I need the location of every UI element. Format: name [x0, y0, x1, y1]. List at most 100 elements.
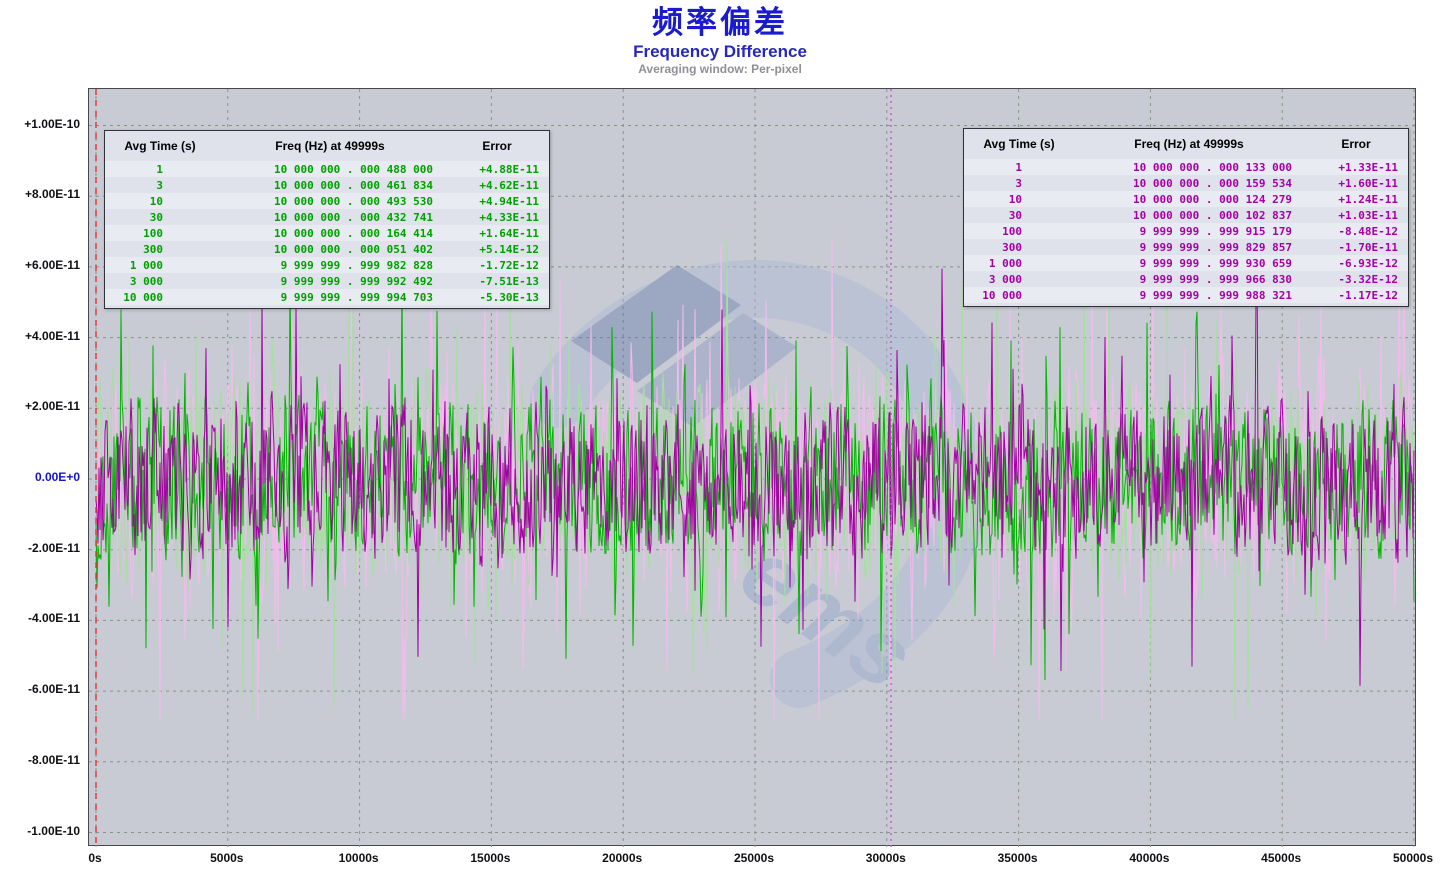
y-tick-label: -4.00E-11 — [27, 611, 80, 626]
y-tick-label: -8.00E-11 — [27, 752, 80, 767]
x-tick-label: 25000s — [733, 851, 775, 865]
legend-row: 1 000 9 999 999 . 999 930 659 -6.93E-12 — [964, 255, 1408, 271]
y-tick-label: +4.00E-11 — [24, 328, 80, 343]
legend-cell: +4.62E-11 — [479, 178, 539, 192]
x-tick-label: 45000s — [1261, 851, 1302, 865]
legend-cell: 10 000 — [123, 290, 163, 304]
legend-cell: +4.33E-11 — [479, 210, 539, 224]
legend-cell: 3 000 — [988, 272, 1022, 286]
legend-row: 1 10 000 000 . 000 133 000 +1.33E-11 — [964, 159, 1408, 175]
legend-row: 10 10 000 000 . 000 493 530 +4.94E-11 — [105, 193, 549, 209]
legend-cell: +4.88E-11 — [479, 162, 539, 176]
legend-cell: 10 — [149, 194, 163, 208]
legend-row: 300 10 000 000 . 000 051 402 +5.14E-12 — [105, 241, 549, 257]
y-tick-label: +6.00E-11 — [24, 257, 80, 272]
legend-rows: 1 10 000 000 . 000 133 000 +1.33E-11 3 10 00… — [964, 159, 1408, 306]
legend-header-cell: Error — [1341, 137, 1371, 151]
legend-cell: 10 000 000 . 000 102 837 — [1133, 208, 1292, 222]
legend-cell: -8.48E-12 — [1338, 224, 1398, 238]
legend-cell: 10 000 000 . 000 432 741 — [274, 210, 433, 224]
legend-cell: 1 000 — [988, 256, 1022, 270]
legend-cell: 30 — [1008, 208, 1022, 222]
legend-cell: 300 — [143, 242, 163, 256]
legend-cell: 10 000 000 . 000 133 000 — [1133, 160, 1292, 174]
legend-cell: -1.70E-11 — [1338, 240, 1398, 254]
legend-header-row: Avg Time (s) Freq (Hz) at 49999s Error — [964, 129, 1408, 159]
legend-row: 1 000 9 999 999 . 999 982 828 -1.72E-12 — [105, 257, 549, 273]
legend-cell: 100 — [1002, 224, 1022, 238]
legend-cell: 10 000 000 . 000 124 279 — [1133, 192, 1292, 206]
legend-row: 10 000 9 999 999 . 999 988 321 -1.17E-12 — [964, 287, 1408, 303]
legend-cell: -6.93E-12 — [1338, 256, 1398, 270]
plot-area[interactable]: ems Avg Time (s) Freq (Hz) at 49999s Error… — [88, 88, 1417, 847]
legend-cell: 9 999 999 . 999 994 703 — [280, 290, 433, 304]
trace-channel-2-minmax-envelope — [95, 238, 1415, 720]
y-tick-label: -2.00E-11 — [27, 540, 80, 555]
legend-header-cell: Freq (Hz) at 49999s — [275, 139, 385, 153]
legend-cell: 9 999 999 . 999 988 321 — [1139, 288, 1292, 302]
y-tick-label: -6.00E-11 — [27, 682, 80, 697]
legend-cell: 10 000 000 . 000 159 534 — [1133, 176, 1292, 190]
legend-cell: 3 — [1015, 176, 1022, 190]
legend-header-cell: Freq (Hz) at 49999s — [1134, 137, 1244, 151]
legend-cell: +1.03E-11 — [1338, 208, 1398, 222]
chart-title-english: Frequency Difference — [633, 42, 807, 61]
legend-header-cell: Avg Time (s) — [983, 137, 1055, 151]
legend-cell: 10 000 000 . 000 461 834 — [274, 178, 433, 192]
legend-row: 100 9 999 999 . 999 915 179 -8.48E-12 — [964, 223, 1408, 239]
legend-cell: 9 999 999 . 999 982 828 — [280, 258, 433, 272]
plot-canvas[interactable]: ems — [89, 89, 1417, 847]
x-tick-label: 30000s — [865, 851, 906, 865]
legend-cell: 1 — [1015, 160, 1022, 174]
averaging-window-note: Averaging window: Per-pixel — [638, 62, 802, 76]
chart-title-chinese: 频率偏差 — [652, 5, 788, 40]
legend-cell: +4.94E-11 — [479, 194, 539, 208]
legend-cell: 9 999 999 . 999 966 830 — [1139, 272, 1292, 286]
legend-cell: 3 000 — [129, 274, 163, 288]
legend-table-magenta: Avg Time (s) Freq (Hz) at 49999s Error 1 10 … — [963, 128, 1409, 307]
legend-rows: 1 10 000 000 . 000 488 000 +4.88E-11 3 10 00… — [105, 161, 549, 308]
traces — [95, 238, 1415, 720]
legend-cell: -3.32E-12 — [1338, 272, 1398, 286]
legend-cell: 10 000 000 . 000 488 000 — [274, 162, 433, 176]
legend-cell: 3 — [156, 178, 163, 192]
legend-cell: 1 — [156, 162, 163, 176]
trace-channel-2-frequency-difference — [95, 248, 1415, 686]
chart-header: 频率偏差 Frequency Difference Averaging wind… — [0, 5, 1440, 77]
legend-cell: 1 000 — [129, 258, 163, 272]
legend-cell: 9 999 999 . 999 992 492 — [280, 274, 433, 288]
legend-row: 10 000 9 999 999 . 999 994 703 -5.30E-13 — [105, 289, 549, 305]
legend-cell: 10 000 000 . 000 164 414 — [274, 226, 433, 240]
x-tick-label: 10000s — [338, 851, 379, 865]
legend-header-row: Avg Time (s) Freq (Hz) at 49999s Error — [105, 131, 549, 161]
legend-cell: -5.30E-13 — [479, 290, 539, 304]
legend-row: 300 9 999 999 . 999 829 857 -1.70E-11 — [964, 239, 1408, 255]
legend-cell: +1.64E-11 — [479, 226, 539, 240]
x-tick-label: 5000s — [210, 851, 244, 865]
legend-header-cell: Avg Time (s) — [124, 139, 196, 153]
y-tick-label: +2.00E-11 — [24, 399, 80, 414]
legend-header-cell: Error — [482, 139, 512, 153]
legend-row: 3 10 000 000 . 000 461 834 +4.62E-11 — [105, 177, 549, 193]
x-tick-label: 15000s — [470, 851, 511, 865]
legend-cell: +1.24E-11 — [1338, 192, 1398, 206]
legend-cell: 10 000 000 . 000 493 530 — [274, 194, 433, 208]
legend-row: 3 10 000 000 . 000 159 534 +1.60E-11 — [964, 175, 1408, 191]
y-tick-label: -1.00E-10 — [27, 823, 80, 838]
legend-row: 1 10 000 000 . 000 488 000 +4.88E-11 — [105, 161, 549, 177]
legend-cell: 300 — [1002, 240, 1022, 254]
legend-row: 30 10 000 000 . 000 432 741 +4.33E-11 — [105, 209, 549, 225]
legend-cell: -1.17E-12 — [1338, 288, 1398, 302]
y-tick-label: 0.00E+0 — [34, 470, 80, 484]
x-tick-label: 0s — [88, 851, 102, 865]
legend-cell: 10 000 — [982, 288, 1022, 302]
x-tick-label: 20000s — [602, 851, 643, 865]
y-tick-label: +8.00E-11 — [24, 187, 80, 202]
legend-row: 3 000 9 999 999 . 999 992 492 -7.51E-13 — [105, 273, 549, 289]
legend-cell: -1.72E-12 — [479, 258, 539, 272]
legend-cell: 10 000 000 . 000 051 402 — [274, 242, 433, 256]
x-tick-label: 50000s — [1392, 851, 1434, 865]
x-tick-label: 35000s — [997, 851, 1038, 865]
legend-row: 100 10 000 000 . 000 164 414 +1.64E-11 — [105, 225, 549, 241]
